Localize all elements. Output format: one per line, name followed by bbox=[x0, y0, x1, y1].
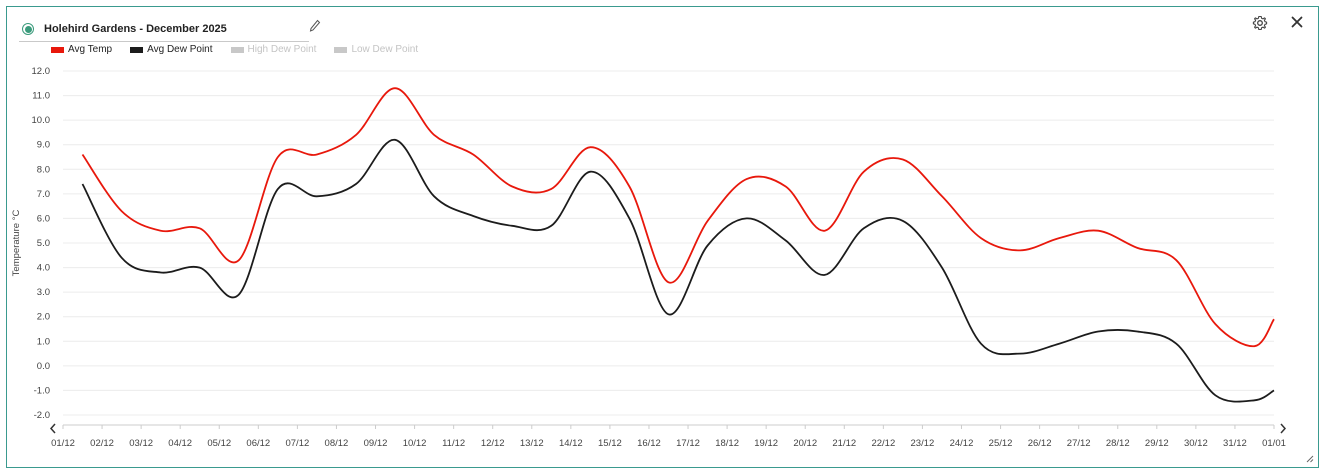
x-tick-label: 12/12 bbox=[481, 438, 505, 449]
x-tick-label: 24/12 bbox=[950, 438, 974, 449]
scroll-right-icon[interactable] bbox=[1280, 423, 1287, 434]
x-tick-label: 30/12 bbox=[1184, 438, 1208, 449]
pencil-icon[interactable] bbox=[309, 19, 321, 33]
grid-lines bbox=[63, 70, 1274, 416]
legend-label-low-dew-point: Low Dew Point bbox=[351, 44, 419, 55]
legend-label-avg-dew-point: Avg Dew Point bbox=[147, 44, 213, 55]
x-tick-label: 17/12 bbox=[676, 438, 700, 449]
x-tick-label: 13/12 bbox=[520, 438, 544, 449]
gear-icon[interactable] bbox=[1252, 15, 1268, 31]
chart-panel: Holehird Gardens - December 2025 Avg Tem… bbox=[6, 6, 1319, 468]
x-tick-label: 03/12 bbox=[129, 438, 153, 449]
x-tick-label: 09/12 bbox=[364, 438, 388, 449]
chart-legend: Avg Temp Avg Dew Point High Dew Point Lo… bbox=[51, 44, 418, 55]
legend-label-avg-temp: Avg Temp bbox=[68, 44, 113, 55]
chart-title: Holehird Gardens - December 2025 bbox=[44, 23, 227, 35]
x-tick-label: 16/12 bbox=[637, 438, 661, 449]
x-tick-label: 28/12 bbox=[1106, 438, 1130, 449]
legend-item-avg-temp[interactable]: Avg Temp bbox=[51, 44, 112, 55]
y-tick-label: -2.0 bbox=[34, 410, 50, 421]
x-tick-label: 31/12 bbox=[1223, 438, 1247, 449]
status-indicator-icon bbox=[22, 23, 34, 35]
x-tick-label: 01/12 bbox=[51, 438, 75, 449]
scroll-left-icon[interactable] bbox=[49, 423, 56, 434]
y-axis: 12.0 11.0 10.0 9.0 8.0 7.0 6.0 5.0 4.0 3.0 2.0 1.0 0… bbox=[32, 66, 51, 421]
x-tick-label: 11/12 bbox=[442, 438, 465, 449]
series-lines bbox=[81, 87, 1275, 403]
x-tick-label: 26/12 bbox=[1028, 438, 1052, 449]
y-tick-label: 7.0 bbox=[37, 189, 50, 200]
x-tick-label: 20/12 bbox=[793, 438, 817, 449]
legend-swatch-low-dew-point bbox=[334, 46, 348, 53]
y-tick-label: 3.0 bbox=[37, 287, 50, 298]
y-tick-label: -1.0 bbox=[34, 385, 50, 396]
legend-swatch-high-dew-point bbox=[230, 46, 244, 53]
y-tick-label: 12.0 bbox=[32, 66, 51, 77]
legend-swatch-avg-temp bbox=[51, 46, 64, 53]
y-tick-label: 0.0 bbox=[37, 361, 50, 372]
x-axis: 01/12 02/12 03/12 04/12 05/12 06/12 07/12 08/12… bbox=[51, 424, 1286, 449]
x-tick-label: 25/12 bbox=[989, 438, 1013, 449]
x-tick-label: 01/01 bbox=[1262, 438, 1286, 449]
y-axis-label: Temperature °C bbox=[11, 210, 22, 277]
x-tick-label: 27/12 bbox=[1067, 438, 1091, 449]
y-tick-label: 2.0 bbox=[37, 312, 50, 323]
x-tick-label: 22/12 bbox=[871, 438, 895, 449]
x-tick-label: 21/12 bbox=[832, 438, 856, 449]
y-tick-label: 1.0 bbox=[37, 336, 50, 347]
x-tick-label: 19/12 bbox=[754, 438, 778, 449]
x-tick-label: 29/12 bbox=[1145, 438, 1169, 449]
x-tick-label: 07/12 bbox=[285, 438, 309, 449]
x-tick-label: 04/12 bbox=[168, 438, 192, 449]
x-tick-label: 18/12 bbox=[715, 438, 739, 449]
legend-item-high-dew-point[interactable]: High Dew Point bbox=[230, 44, 317, 55]
legend-label-high-dew-point: High Dew Point bbox=[247, 44, 317, 55]
x-tick-label: 05/12 bbox=[207, 438, 231, 449]
legend-item-low-dew-point[interactable]: Low Dew Point bbox=[334, 44, 418, 55]
x-tick-label: 06/12 bbox=[246, 438, 270, 449]
x-tick-label: 23/12 bbox=[911, 438, 935, 449]
y-tick-label: 5.0 bbox=[37, 238, 50, 249]
x-tick-label: 14/12 bbox=[559, 438, 583, 449]
y-tick-label: 6.0 bbox=[37, 213, 50, 224]
x-tick-label: 02/12 bbox=[90, 438, 114, 449]
y-tick-label: 9.0 bbox=[37, 140, 50, 151]
close-icon[interactable] bbox=[1290, 15, 1304, 29]
y-tick-label: 4.0 bbox=[37, 263, 50, 274]
x-tick-label: 08/12 bbox=[325, 438, 349, 449]
x-tick-label: 15/12 bbox=[598, 438, 622, 449]
legend-item-avg-dew-point[interactable]: Avg Dew Point bbox=[130, 44, 213, 55]
series-line-avg-dew-point bbox=[81, 138, 1275, 403]
resize-handle-icon[interactable] bbox=[1306, 455, 1314, 463]
y-tick-label: 10.0 bbox=[32, 115, 51, 126]
series-line-avg-temp bbox=[81, 87, 1275, 348]
y-tick-label: 11.0 bbox=[32, 91, 50, 102]
y-tick-label: 8.0 bbox=[37, 164, 50, 175]
x-tick-label: 10/12 bbox=[403, 438, 427, 449]
title-field[interactable]: Holehird Gardens - December 2025 bbox=[19, 17, 309, 42]
legend-swatch-avg-dew-point bbox=[130, 46, 144, 53]
